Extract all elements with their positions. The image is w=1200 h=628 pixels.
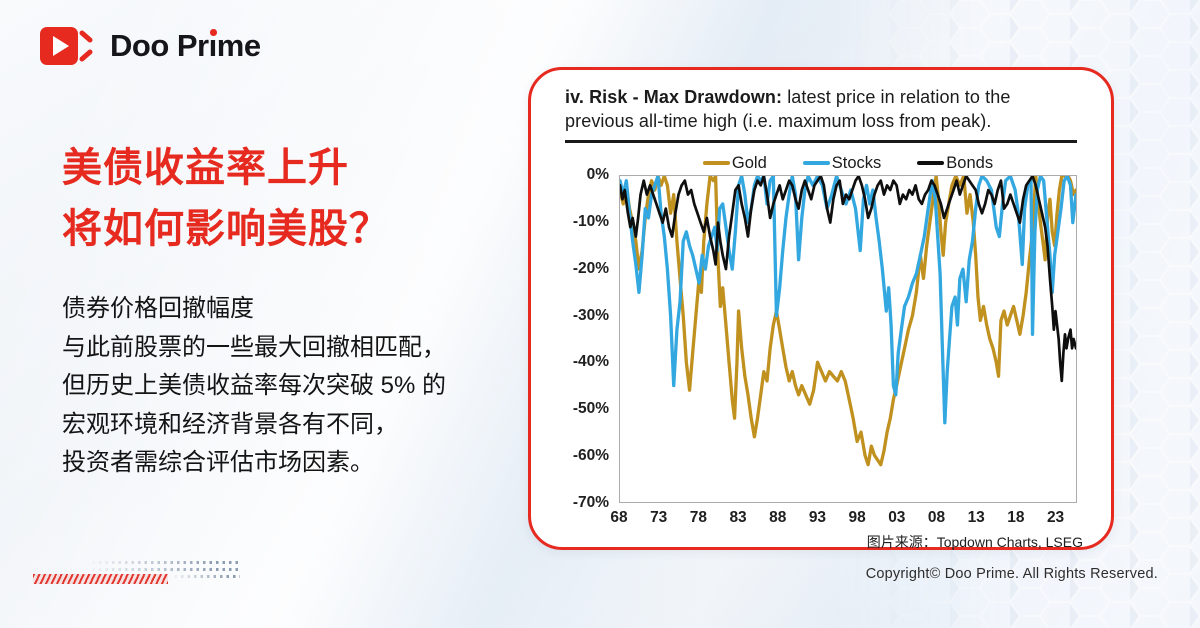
y-tick-label: -70% — [572, 494, 609, 511]
drawdown-lines — [620, 176, 1076, 467]
decorative-dots-row — [168, 575, 240, 578]
legend-label-stocks: Stocks — [831, 153, 882, 172]
series-line-stocks — [620, 176, 1076, 425]
doo-prime-logo-icon — [40, 27, 93, 65]
series-line-gold — [620, 176, 1076, 467]
title-divider — [565, 140, 1077, 143]
chart-legend: Gold Stocks Bonds — [619, 151, 1077, 175]
doo-prime-logo: Doo Pr ı me — [40, 24, 261, 68]
y-tick-label: -40% — [572, 353, 609, 371]
x-tick-label: 23 — [1046, 509, 1065, 526]
legend-item-gold: Gold — [702, 153, 767, 173]
legend-swatch-stocks — [802, 160, 830, 166]
decorative-striped-bar — [33, 574, 168, 584]
y-tick-label: -30% — [572, 306, 609, 324]
legend-label-bonds: Bonds — [946, 153, 994, 172]
chart-title-bold: iv. Risk - Max Drawdown: — [565, 87, 783, 107]
y-tick-label: -10% — [572, 212, 609, 230]
legend-label-gold: Gold — [731, 153, 767, 172]
x-tick-label: 68 — [610, 509, 628, 526]
body-line-1: 债券价格回撤幅度 — [62, 295, 254, 322]
legend-swatch-bonds — [917, 160, 945, 166]
body-copy: 债券价格回撤幅度 与此前股票的一些最大回撤相匹配， 但历史上美债收益率每次突破 … — [62, 290, 446, 483]
chart: Gold Stocks Bonds 0% -10% -20% -30% -40% -50% -6… — [565, 151, 1077, 529]
copyright-text: Copyright© Doo Prime. All Rights Reserve… — [865, 566, 1158, 582]
logo-text-pre: Doo Pr — [110, 28, 209, 63]
x-tick-label: 73 — [650, 509, 668, 526]
x-tick-label: 03 — [888, 509, 906, 526]
x-tick-label: 93 — [808, 509, 827, 526]
series-line-bonds — [620, 176, 1076, 383]
logo-text-post: me — [216, 28, 261, 63]
decorative-dots-row — [86, 561, 238, 564]
y-axis-labels: 0% -10% -20% -30% -40% -50% -60% -70% — [565, 166, 619, 511]
body-line-2: 与此前股票的一些最大回撤相匹配， — [62, 333, 446, 361]
x-tick-label: 98 — [848, 509, 866, 526]
x-tick-label: 78 — [689, 509, 707, 526]
x-tick-label: 13 — [967, 509, 985, 526]
headline-line-1: 美债收益率上升 — [62, 146, 349, 190]
legend-item-stocks: Stocks — [802, 153, 882, 173]
x-tick-label: 18 — [1007, 509, 1025, 526]
chart-title-rest: latest price in relation to the previous… — [565, 87, 1011, 131]
x-tick-label: 88 — [769, 509, 787, 526]
chart-card: iv. Risk - Max Drawdown: latest price in… — [528, 67, 1114, 550]
logo-letter-i: ı — [208, 28, 218, 63]
chart-title: iv. Risk - Max Drawdown: latest price in… — [565, 85, 1077, 133]
x-axis-labels: 68 73 78 83 88 93 98 03 08 13 18 23 — [610, 503, 1077, 529]
body-line-5: 投资者需综合评估市场因素。 — [62, 449, 374, 476]
body-line-4: 宏观环境和经济背景各有不同， — [62, 410, 398, 438]
logo-i-red-dot — [210, 29, 217, 36]
headline-line-2: 将如何影响美股？ — [62, 207, 390, 251]
y-tick-label: -60% — [572, 447, 609, 465]
chart-plot-area — [619, 175, 1077, 503]
x-tick-label: 83 — [729, 509, 747, 526]
body-line-3: 但历史上美债收益率每次突破 5% 的 — [62, 372, 447, 399]
x-tick-label: 08 — [927, 509, 946, 526]
chart-source-caption: 图片来源：Topdown Charts, LSEG — [866, 534, 1083, 550]
headline: 美债收益率上升 将如何影响美股？ — [62, 138, 390, 260]
legend-swatch-gold — [702, 160, 730, 166]
doo-prime-logo-text: Doo Pr ı me — [110, 28, 261, 64]
y-tick-label: -20% — [572, 259, 609, 277]
y-tick-label: 0% — [586, 166, 609, 183]
decorative-dots-row — [86, 568, 240, 571]
legend-item-bonds: Bonds — [917, 154, 993, 173]
y-tick-label: -50% — [572, 400, 609, 418]
